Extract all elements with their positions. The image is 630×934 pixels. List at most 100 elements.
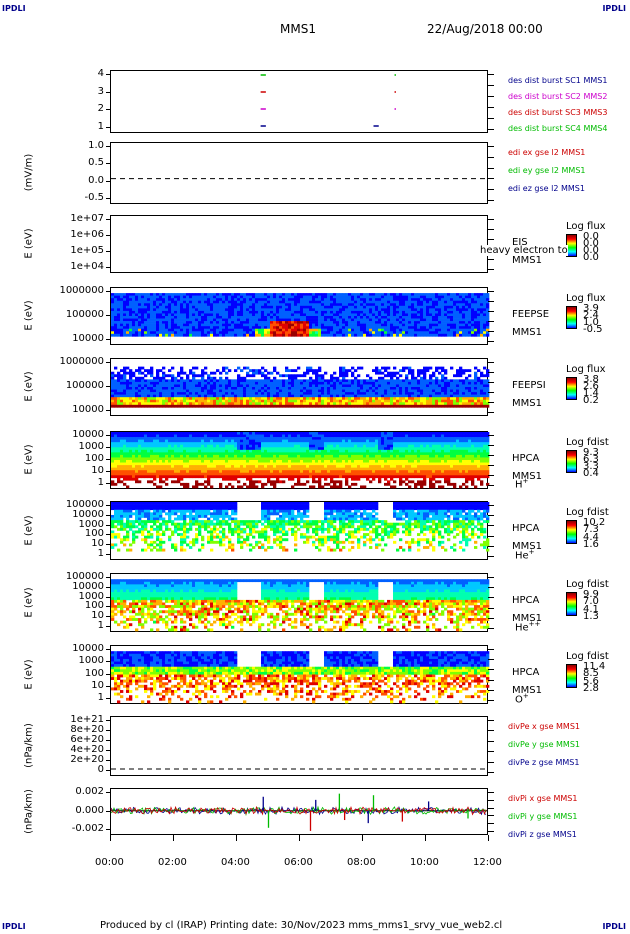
spectrogram-cell (339, 404, 343, 408)
spectrogram-cell (132, 293, 136, 296)
spectrogram-cell (117, 295, 121, 299)
spectrogram-cell (249, 387, 253, 390)
spectrogram-cell (459, 293, 463, 296)
spectrogram-cell (183, 482, 187, 486)
spectrogram-cell (375, 379, 379, 383)
spectrogram-cell (147, 437, 151, 440)
spectrogram-cell (162, 316, 166, 319)
spectrogram-cell (204, 449, 208, 453)
spectrogram-cell (195, 437, 199, 440)
colorbar-value: 0.2 (583, 394, 599, 406)
spectrogram-cell (441, 402, 445, 406)
spectrogram-cell (243, 434, 247, 438)
spectrogram-cell (348, 318, 352, 322)
spectrogram-cell (222, 321, 226, 324)
spectrogram-cell (396, 376, 400, 380)
spectrogram-cell (165, 392, 169, 395)
spectrogram-cell (426, 293, 430, 296)
spectrogram-cell (381, 397, 385, 401)
spectrogram-cell (111, 475, 115, 479)
spectrogram-cell (195, 381, 199, 385)
spectrogram-cell (324, 303, 328, 307)
spectrogram-cell (276, 387, 280, 390)
spectrogram-cell (219, 397, 223, 401)
spectrogram-cell (339, 381, 343, 385)
spectrogram-cell (456, 328, 460, 332)
spectrogram-cell (192, 323, 196, 327)
spectrogram-cell (198, 397, 202, 401)
spectrogram-cell (189, 379, 193, 383)
spectrogram-cell (270, 439, 274, 443)
spectrogram-cell (156, 303, 160, 307)
spectrogram-cell (312, 384, 316, 388)
spectrogram-cell (468, 384, 472, 388)
spectrogram-cell (270, 310, 274, 314)
spectrogram-cell (384, 381, 388, 385)
spectrogram-cell (345, 316, 349, 319)
spectrogram-cell (120, 454, 124, 458)
spectrogram-cell (234, 402, 238, 406)
spectrogram-cell (321, 392, 325, 395)
spectrogram-cell (261, 470, 265, 474)
spectrogram-cell (291, 402, 295, 406)
spectrogram-cell (462, 328, 466, 332)
spectrogram-cell (264, 434, 268, 438)
spectrogram-cell (204, 387, 208, 390)
spectrogram-cell (261, 485, 265, 489)
spectrogram-cell (129, 462, 133, 466)
spectrogram-cell (459, 389, 463, 393)
spectrogram-cell (300, 374, 304, 378)
spectrogram-cell (240, 389, 244, 393)
spectrogram-cell (396, 300, 400, 304)
spectrogram-cell (177, 316, 181, 319)
spectrogram-cell (423, 310, 427, 314)
y-tick-label: 100000 (65, 309, 104, 320)
spectrogram-cell (375, 381, 379, 385)
spectrogram-cell (210, 397, 214, 401)
spectrogram-cell (135, 298, 139, 302)
spectrogram-cell (261, 442, 265, 446)
spectrogram-cell (180, 482, 184, 486)
spectrogram-cell (264, 331, 268, 335)
spectrogram-cell (324, 305, 328, 309)
spectrogram-cell (114, 313, 118, 317)
spectrogram-cell (165, 477, 169, 481)
spectrogram-cell (180, 394, 184, 398)
spectrogram-cell (330, 331, 334, 335)
spectrogram-cell (165, 460, 169, 463)
spectrogram-cell (240, 432, 244, 435)
spectrogram-cell (312, 333, 316, 337)
spectrogram-cell (255, 452, 259, 456)
spectrogram-cell (315, 308, 319, 312)
spectrogram-cell (147, 295, 151, 299)
spectrogram-cell (321, 402, 325, 406)
spectrogram-cell (201, 460, 205, 463)
spectrogram-cell (117, 432, 121, 435)
spectrogram-cell (420, 402, 424, 406)
spectrogram-cell (261, 384, 265, 388)
spectrogram-cell (150, 465, 154, 468)
spectrogram-cell (408, 394, 412, 398)
spectrogram-cell (459, 300, 463, 304)
spectrogram-cell (444, 379, 448, 383)
spectrogram-cell (480, 328, 484, 332)
spectrogram-cell (414, 381, 418, 385)
spectrogram-cell (480, 402, 484, 406)
y-tick-mark (106, 163, 110, 165)
spectrogram-cell (159, 454, 163, 458)
spectrogram-cell (189, 326, 193, 330)
spectrogram-cell (378, 387, 382, 390)
spectrogram-cell (219, 308, 223, 312)
spectrogram-cell (243, 442, 247, 446)
spectrogram-cell (291, 303, 295, 307)
spectrogram-cell (231, 313, 235, 317)
spectrogram-cell (195, 321, 199, 324)
spectrogram-cell (141, 379, 145, 383)
spectrogram-cell (336, 295, 340, 299)
spectrogram-cell (111, 482, 115, 486)
spectrogram-cell (465, 300, 469, 304)
spectrogram-cell (198, 462, 202, 466)
spectrogram-cell (372, 308, 376, 312)
spectrogram-cell (138, 323, 142, 327)
spectrogram-cell (438, 379, 442, 383)
